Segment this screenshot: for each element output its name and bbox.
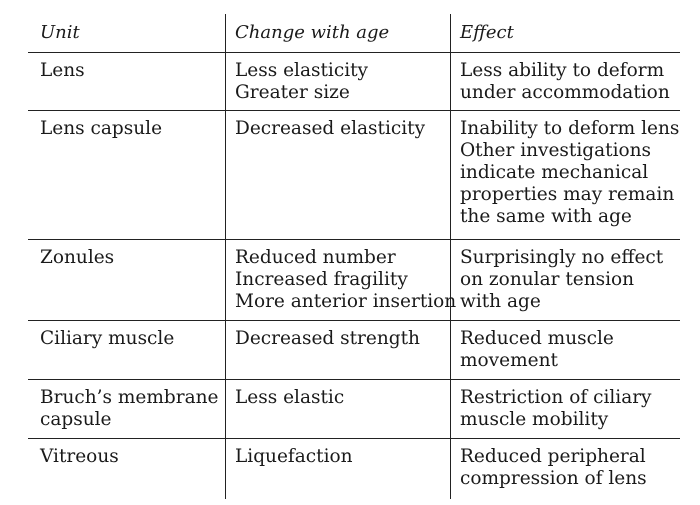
cell-line: Lens capsule xyxy=(40,118,163,139)
cell-line: on zonular tension xyxy=(460,269,635,290)
column-divider-1 xyxy=(225,14,226,499)
row-divider-2 xyxy=(28,239,680,240)
row-lens-capsule-unit: Lens capsule xyxy=(40,118,162,140)
cell-line: Less elasticity xyxy=(235,60,369,81)
header-effect: Effect xyxy=(460,22,514,43)
cell-line: Greater size xyxy=(235,82,350,103)
column-divider-2 xyxy=(450,14,451,499)
cell-line: with age xyxy=(460,291,541,312)
row-bruchs-membrane-unit: Bruch’s membrane capsule xyxy=(40,387,219,431)
cell-line: Reduced number xyxy=(235,247,396,268)
header-unit: Unit xyxy=(40,22,80,43)
header-divider xyxy=(28,52,680,53)
row-zonules-effect: Surprisingly no effect on zonular tensio… xyxy=(460,247,663,313)
cell-line: indicate mechanical xyxy=(460,162,649,183)
cell-line: Inability to deform lens xyxy=(460,118,680,139)
cell-line: Less elastic xyxy=(235,387,345,408)
row-vitreous-change: Liquefaction xyxy=(235,446,353,468)
row-lens-capsule-change: Decreased elasticity xyxy=(235,118,425,140)
row-vitreous-unit: Vitreous xyxy=(40,446,119,468)
cell-line: Surprisingly no effect xyxy=(460,247,664,268)
row-lens-capsule-effect: Inability to deform lens Other investiga… xyxy=(460,118,679,228)
cell-line: under accommodation xyxy=(460,82,670,103)
cell-line: Vitreous xyxy=(40,446,119,467)
cell-line: More anterior insertion xyxy=(235,291,457,312)
header-change-with-age: Change with age xyxy=(235,22,390,43)
row-bruchs-membrane-change: Less elastic xyxy=(235,387,344,409)
row-ciliary-muscle-change: Decreased strength xyxy=(235,328,420,350)
row-bruchs-membrane-effect: Restriction of ciliary muscle mobility xyxy=(460,387,652,431)
cell-line: Lens xyxy=(40,60,85,81)
row-ciliary-muscle-effect: Reduced muscle movement xyxy=(460,328,614,372)
cell-line: Reduced muscle xyxy=(460,328,614,349)
cell-line: Other investigations xyxy=(460,140,652,161)
cell-line: compression of lens xyxy=(460,468,647,489)
row-lens-change: Less elasticity Greater size xyxy=(235,60,368,104)
cell-line: Bruch’s membrane xyxy=(40,387,219,408)
row-divider-3 xyxy=(28,320,680,321)
row-lens-effect: Less ability to deform under accommodati… xyxy=(460,60,670,104)
cell-line: movement xyxy=(460,350,558,371)
age-changes-table: Unit Change with age Effect Lens Less el… xyxy=(28,14,680,499)
cell-line: Liquefaction xyxy=(235,446,353,467)
cell-line: Increased fragility xyxy=(235,269,408,290)
row-divider-1 xyxy=(28,110,680,111)
cell-line: Decreased elasticity xyxy=(235,118,426,139)
cell-line: capsule xyxy=(40,409,112,430)
row-divider-4 xyxy=(28,379,680,380)
cell-line: properties may remain xyxy=(460,184,675,205)
cell-line: Zonules xyxy=(40,247,115,268)
cell-line: Decreased strength xyxy=(235,328,420,349)
row-lens-unit: Lens xyxy=(40,60,85,82)
cell-line: Less ability to deform xyxy=(460,60,665,81)
row-zonules-change: Reduced number Increased fragility More … xyxy=(235,247,456,313)
row-divider-5 xyxy=(28,438,680,439)
cell-line: the same with age xyxy=(460,206,632,227)
cell-line: Reduced peripheral xyxy=(460,446,646,467)
cell-line: Ciliary muscle xyxy=(40,328,175,349)
row-vitreous-effect: Reduced peripheral compression of lens xyxy=(460,446,647,490)
row-ciliary-muscle-unit: Ciliary muscle xyxy=(40,328,174,350)
cell-line: muscle mobility xyxy=(460,409,609,430)
cell-line: Restriction of ciliary xyxy=(460,387,652,408)
row-zonules-unit: Zonules xyxy=(40,247,114,269)
